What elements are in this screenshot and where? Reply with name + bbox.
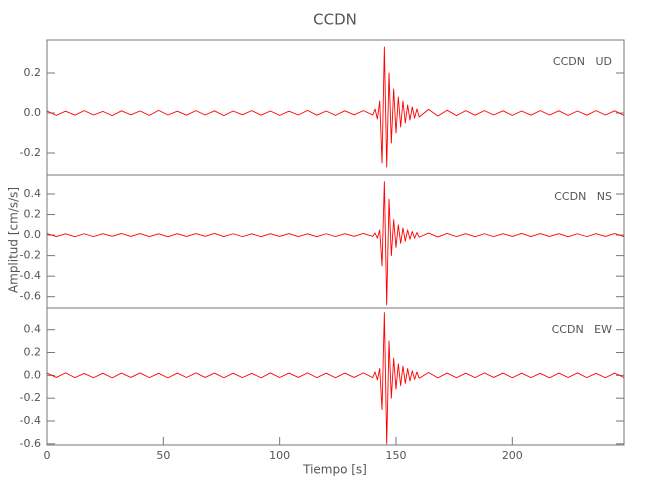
y-tick-label: -0.6 — [20, 437, 41, 450]
y-axis-label: Amplitud [cm/s/s] — [7, 187, 21, 293]
panel-frame — [46, 174, 625, 309]
trace — [46, 312, 625, 445]
x-tick-label: 0 — [44, 449, 51, 462]
x-tick-label: 200 — [502, 449, 523, 462]
x-axis-label: Tiempo [s] — [302, 463, 367, 477]
panel-frame — [46, 307, 625, 446]
panel-label: CCDN NS — [554, 190, 612, 203]
y-tick-label: -0.4 — [20, 414, 41, 427]
y-tick-label: -0.2 — [20, 249, 41, 262]
y-tick-label: 0.4 — [24, 187, 42, 200]
y-tick-label: -0.2 — [20, 146, 41, 159]
y-tick-label: 0.4 — [24, 323, 42, 336]
y-tick-label: -0.4 — [20, 269, 41, 282]
y-tick-label: 0.0 — [24, 368, 42, 381]
panel-label: CCDN EW — [552, 323, 613, 336]
trace — [46, 46, 625, 168]
y-tick-label: 0.2 — [24, 346, 42, 359]
y-tick-label: 0.0 — [24, 228, 42, 241]
y-tick-label: -0.6 — [20, 290, 41, 303]
chart-title: CCDN — [313, 11, 357, 29]
x-tick-label: 50 — [156, 449, 170, 462]
y-tick-label: 0.0 — [24, 106, 42, 119]
y-tick-label: -0.2 — [20, 391, 41, 404]
panel-frame — [46, 39, 625, 176]
x-tick-label: 100 — [269, 449, 290, 462]
panel-label: CCDN UD — [553, 55, 612, 68]
x-tick-label: 150 — [385, 449, 406, 462]
trace — [46, 181, 625, 306]
y-tick-label: 0.2 — [24, 208, 42, 221]
y-tick-label: 0.2 — [24, 66, 42, 79]
